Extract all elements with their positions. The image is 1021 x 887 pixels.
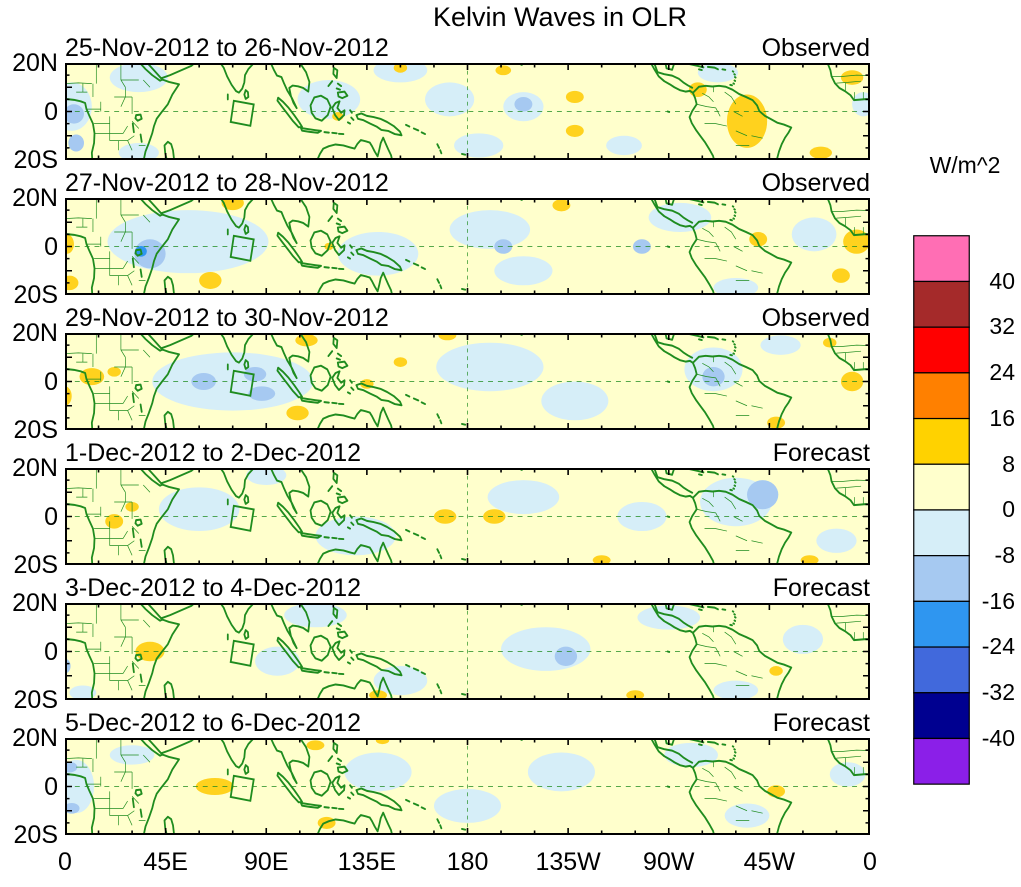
colorbar-tick-label: -8 [994,541,1015,568]
lat-tick-label: 0 [44,232,58,261]
panel-label-row: 1-Dec-2012 to 2-Dec-2012 Forecast [65,439,870,467]
colorbar-tick-label: 0 [1002,496,1015,523]
colorbar-cells [913,235,970,785]
colorbar-tick-label: 8 [1002,450,1015,477]
lat-tick-label: 0 [44,637,58,666]
lat-tick-label: 0 [44,97,58,126]
lat-tick-label: 20N [12,724,58,752]
lat-tick-label: 20S [13,551,58,579]
map-4 [65,468,870,565]
map-frame [65,738,870,835]
lon-tick-label: 135E [337,848,397,876]
panel-label-row: 29-Nov-2012 to 30-Nov-2012 Observed [65,304,870,332]
lat-tick-label: 20S [13,146,58,174]
colorbar-tick-label: 16 [989,404,1015,431]
panel-status-label: Observed [761,304,870,332]
map-frame [65,468,870,565]
lon-tick-label: 45E [143,848,188,876]
lat-tick-label: 0 [44,367,58,396]
chart-title: Kelvin Waves in OLR [432,2,688,32]
panel-label-row: 3-Dec-2012 to 4-Dec-2012 Forecast [65,574,870,602]
lat-tick-label: 20S [13,416,58,444]
colorbar-tick-label: 32 [989,313,1015,340]
lat-tick-label: 20N [12,49,58,77]
panel-date-label: 29-Nov-2012 to 30-Nov-2012 [65,304,389,332]
panel-label-row: 27-Nov-2012 to 28-Nov-2012 Observed [65,169,870,197]
lat-tick-label: 20N [12,454,58,482]
panel-label-row: 25-Nov-2012 to 26-Nov-2012 Observed [65,34,870,62]
panel-status-label: Forecast [772,439,870,467]
lat-tick-label: 20S [13,281,58,309]
lon-tick-label: 90E [244,848,289,876]
colorbar-unit-label: W/m^2 [929,152,1001,178]
colorbar-tick-label: -32 [981,679,1015,705]
map-2 [65,198,870,295]
panel-date-label: 1-Dec-2012 to 2-Dec-2012 [65,439,361,467]
colorbar-tick-label: -40 [981,724,1015,751]
panel-date-label: 3-Dec-2012 to 4-Dec-2012 [65,574,361,602]
panel-date-label: 27-Nov-2012 to 28-Nov-2012 [65,169,389,197]
panel-status-label: Observed [761,169,870,197]
map-3 [65,333,870,430]
map-frame [65,603,870,700]
panel-label-row: 5-Dec-2012 to 6-Dec-2012 Forecast [65,709,870,737]
lat-tick-label: 20N [12,589,58,617]
lat-tick-label: 0 [44,502,58,531]
lon-tick-label: 45W [743,848,796,876]
lat-tick-label: 0 [44,772,58,801]
panel-date-label: 5-Dec-2012 to 6-Dec-2012 [65,709,361,737]
lon-tick-label: 90W [643,848,695,876]
map-frame [65,63,870,160]
lon-tick-label: 0 [863,848,877,876]
colorbar-tick-label: -16 [981,587,1015,614]
lon-tick-label: 0 [58,848,72,876]
panel-date-label: 25-Nov-2012 to 26-Nov-2012 [65,34,389,62]
lon-tick-label: 135W [535,848,601,876]
colorbar-tick-label: -24 [981,633,1015,660]
panel-status-label: Forecast [772,574,870,602]
panel-status-label: Forecast [772,709,870,737]
lat-tick-label: 20S [13,686,58,714]
map-6 [65,738,870,835]
lat-tick-label: 20N [12,319,58,347]
lat-tick-label: 20S [13,821,58,849]
map-5 [65,603,870,700]
panel-status-label: Observed [761,34,870,62]
lon-tick-label: 180 [446,848,489,876]
map-1 [65,63,870,160]
colorbar-tick-label: 24 [989,359,1015,386]
lat-tick-label: 20N [12,184,58,212]
map-frame [65,198,870,295]
colorbar-tick-label: 40 [989,267,1015,294]
map-frame [65,333,870,430]
